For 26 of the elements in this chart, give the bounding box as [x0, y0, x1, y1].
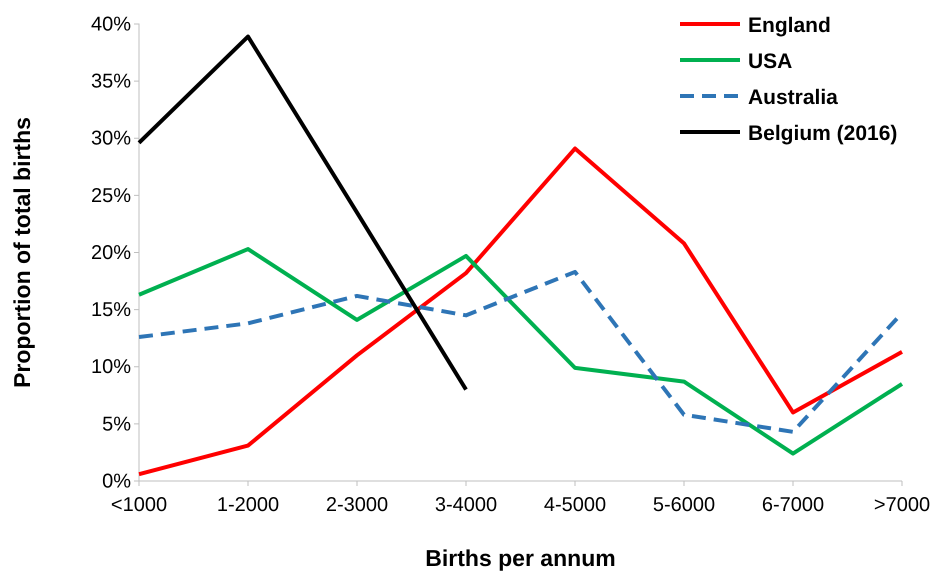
y-tick-label: 35% — [90, 70, 132, 93]
x-tick-label: >7000 — [874, 494, 930, 516]
y-tick-label: 0% — [102, 470, 132, 492]
x-tick-label: 4-5000 — [544, 494, 606, 516]
y-tick-label: 40% — [90, 13, 132, 36]
y-tick-label: 20% — [90, 242, 132, 264]
legend-label: Australia — [748, 86, 838, 109]
x-tick-label: 2-3000 — [326, 494, 388, 516]
x-tick-label: 5-6000 — [652, 494, 716, 516]
line-series — [137, 247, 904, 456]
legend-label: Belgium (2016) — [748, 122, 898, 145]
x-tick-label: <1000 — [110, 494, 168, 516]
y-tick-label: 5% — [102, 413, 132, 436]
y-tick-label: 30% — [90, 128, 132, 150]
x-tick-label: 6-7000 — [762, 494, 824, 516]
x-axis-title: Births per annum — [425, 545, 616, 571]
y-tick-label: 10% — [90, 356, 132, 378]
line-series — [137, 34, 468, 392]
y-axis-title: Proportion of total births — [9, 117, 35, 388]
line-series — [137, 146, 904, 476]
legend-label: England — [748, 14, 831, 37]
x-tick-label: 3-4000 — [434, 494, 498, 516]
y-tick-label: 15% — [90, 299, 132, 322]
legend-label: USA — [748, 50, 792, 73]
y-tick-label: 25% — [90, 184, 132, 207]
x-tick-label: 1-2000 — [216, 494, 280, 516]
